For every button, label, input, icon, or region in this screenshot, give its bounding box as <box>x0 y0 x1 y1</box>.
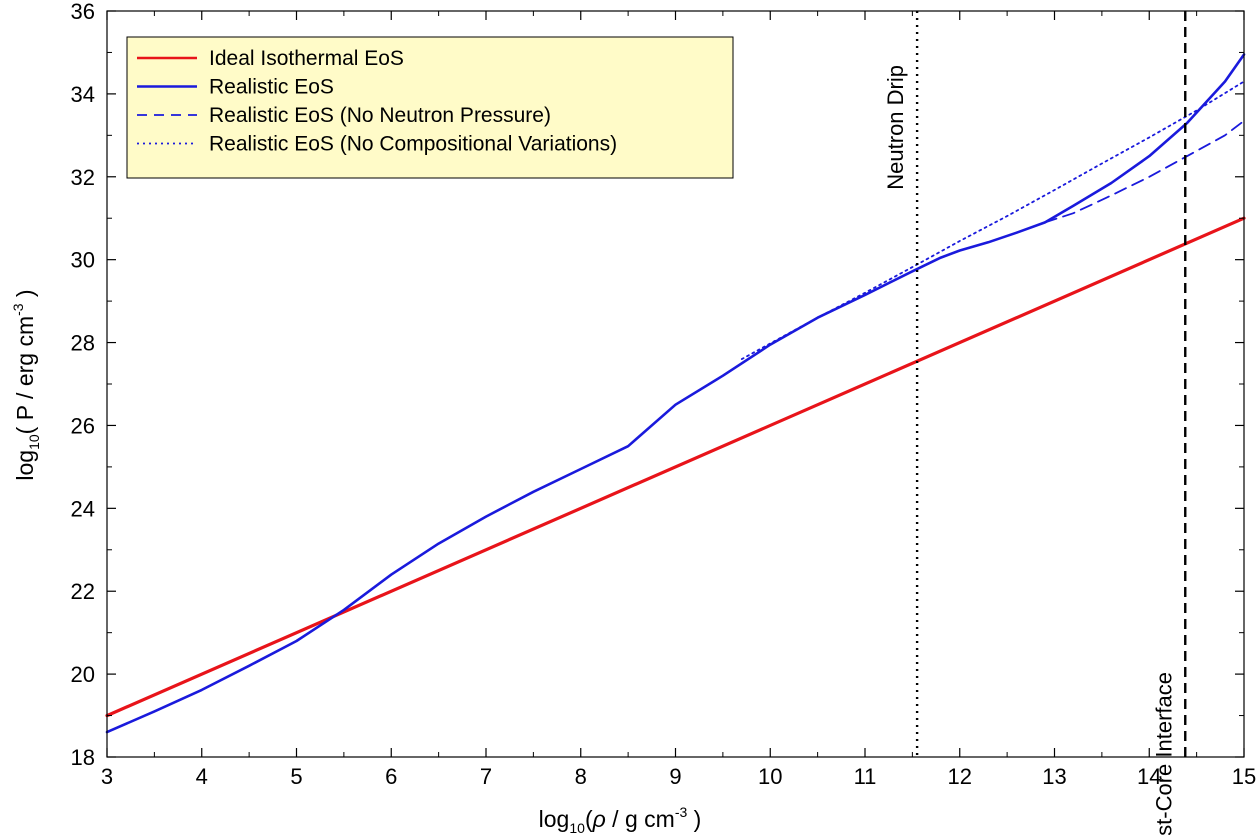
series-line-2 <box>1044 119 1245 224</box>
x-tick-label: 11 <box>854 764 877 789</box>
y-tick-label: 18 <box>71 745 95 770</box>
y-tick-label: 24 <box>71 496 95 521</box>
x-tick-label: 10 <box>758 764 782 789</box>
y-tick-label: 36 <box>71 0 95 24</box>
legend: Ideal Isothermal EoS Realistic EoS Realist… <box>126 36 734 179</box>
series-line-3 <box>740 80 1245 361</box>
x-tick-label: 9 <box>669 764 681 789</box>
series-line-0 <box>105 216 1246 718</box>
legend-box <box>126 36 734 179</box>
x-tick-label: 8 <box>575 764 587 789</box>
x-tick-label: 7 <box>480 764 492 789</box>
x-tick-label: 6 <box>385 764 397 789</box>
vline-label-0: Neutron Drip <box>883 65 908 190</box>
x-tick-label: 12 <box>948 764 972 789</box>
y-tick-label: 32 <box>71 165 95 190</box>
x-tick-label: 5 <box>290 764 302 789</box>
series-layer <box>105 53 1246 734</box>
vline-layer: Neutron Drip Crust-Core Interface <box>883 11 1187 835</box>
x-tick-label: 3 <box>101 764 113 789</box>
legend-label-1: Realistic EoS <box>209 76 334 99</box>
legend-label-0: Ideal Isothermal EoS <box>209 47 404 70</box>
y-tick-label: 28 <box>71 331 95 356</box>
x-axis-label: log10(ρ / g cm-3 ) <box>539 804 702 835</box>
y-tick-label: 30 <box>71 248 95 273</box>
y-tick-label: 20 <box>71 662 95 687</box>
x-tick-label: 4 <box>196 764 208 789</box>
y-tick-label: 22 <box>71 579 95 604</box>
y-axis-label: log10( P / erg cm-3 ) <box>10 289 42 480</box>
x-tick-label: 13 <box>1042 764 1066 789</box>
legend-label-3: Realistic EoS (No Compositional Variatio… <box>209 133 617 156</box>
y-tick-label: 26 <box>71 413 95 438</box>
x-tick-label: 14 <box>1137 764 1161 789</box>
series-line-1 <box>105 53 1246 734</box>
x-tick-label: 15 <box>1232 764 1256 789</box>
y-tick-label: 34 <box>71 82 95 107</box>
legend-label-2: Realistic EoS (No Neutron Pressure) <box>209 104 551 127</box>
vline-label-1: Crust-Core Interface <box>1151 672 1176 835</box>
